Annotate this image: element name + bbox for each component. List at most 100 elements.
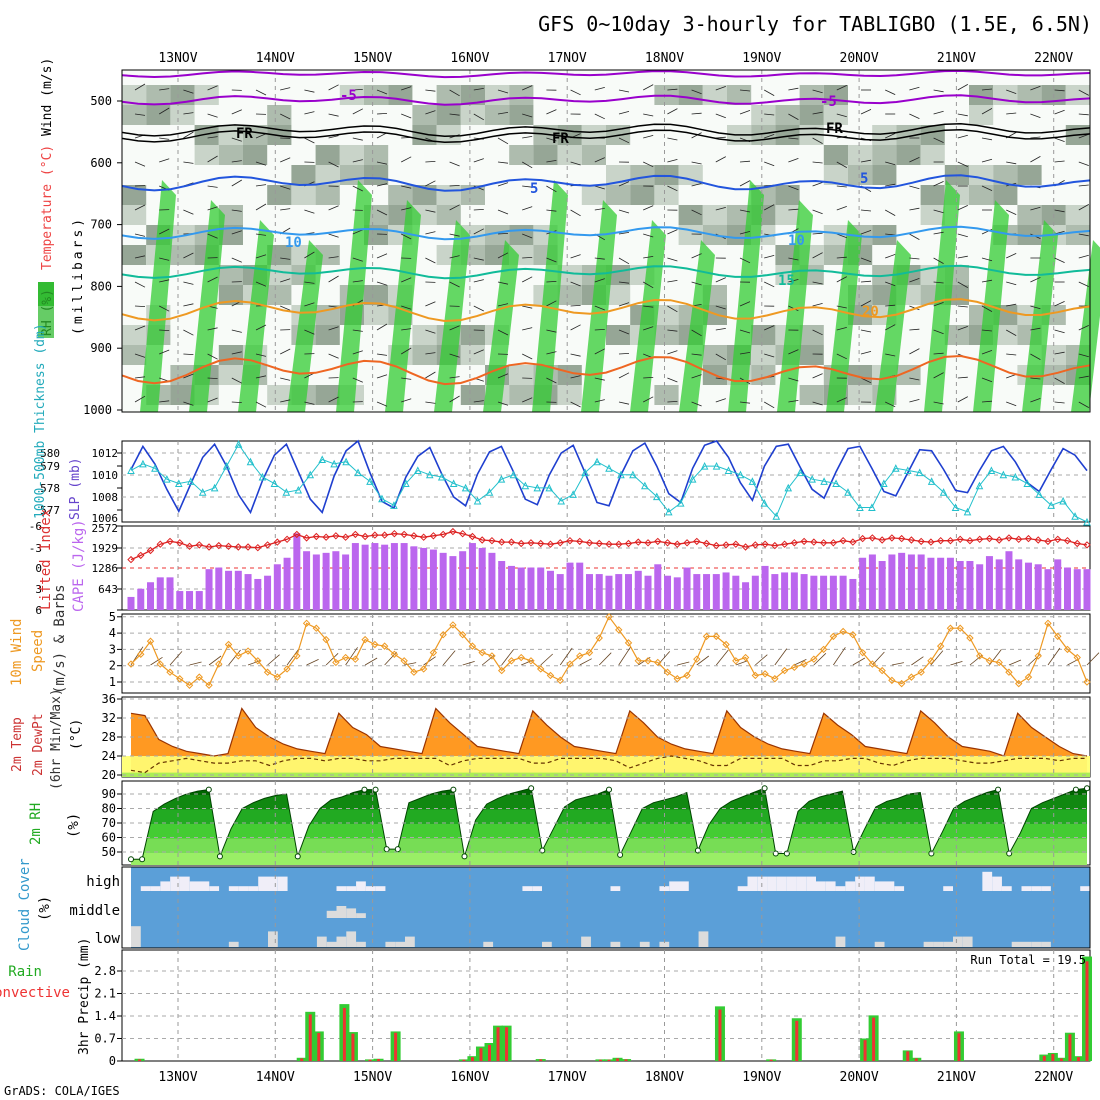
wind-barb [376,113,388,115]
wind-barb [546,185,557,193]
cape-bar [868,554,876,610]
lifted-index-point [127,555,135,564]
temp-label-4: (°C) [69,719,84,750]
lifted-index-point [254,543,262,552]
contour-label: FR [236,126,253,142]
wind-barb [401,156,412,163]
wind-barb [255,161,267,166]
wind-barb [183,89,194,94]
wind-barb [255,324,267,331]
rh-shade [339,145,364,165]
isotherm [121,123,1091,138]
cape-bar [420,547,428,610]
rh-moist-plume [630,220,666,412]
wind-barb [715,156,726,163]
wind-barb [497,233,509,235]
wind-barb [376,323,388,331]
wind-barb [1006,89,1017,94]
wind-barb [667,280,678,283]
cloud-bar [855,876,865,891]
rh-shade [122,345,147,365]
lifted-index-point [654,537,662,546]
thickness-point [521,481,530,490]
date-label-bottom: 21NOV [937,1070,976,1085]
wind-barb [667,329,678,332]
lifted-index-point [195,541,203,549]
rh-moist-plume [434,220,470,412]
wind-barb [643,84,654,91]
rh-shade [654,325,679,345]
wind-barb [159,257,170,261]
lifted-index-point [644,539,652,547]
wind-barb [522,113,533,118]
lifted-index-point [410,532,418,540]
rh-moist-plume [532,180,568,412]
rh-shade [872,125,897,145]
lifted-index-point [1015,535,1023,544]
rh2m-unit: (%) [66,813,82,838]
cloud-bar [395,941,405,947]
thickness-point [1023,479,1032,488]
precip-conv-bar [607,1059,611,1061]
wind-barb [328,326,339,331]
wind-barb-10m [852,657,866,666]
wind-barb [957,134,968,139]
wind-barb [401,185,412,189]
wind-barb [764,353,775,358]
wind-barb [570,209,581,217]
wind-barb [618,372,630,379]
lifted-index-point [849,538,857,546]
wind-barb [304,89,315,93]
cloud-bar [796,876,807,891]
precip-conv-bar [462,1059,466,1061]
contour-label: -5 [340,88,357,104]
wind-barb [933,401,944,405]
thickness-point [796,468,805,477]
cape-bar [722,572,730,610]
rh-shade [896,365,921,385]
rh-shade [509,225,534,245]
cape-bar [917,554,925,610]
thickness-point [354,468,362,477]
wind-barb [304,401,315,405]
wind-barb [1078,353,1089,358]
wind-barb [909,185,920,190]
wind-barb [425,401,436,404]
tick-label: 90 [102,787,116,801]
wind-barb [231,329,242,333]
wind-barb [473,257,484,261]
wind-barb [1078,325,1089,331]
wind-barb [207,136,218,139]
wind-barb-10m [559,647,573,666]
wind-barb [594,305,605,311]
cape-bar [1024,562,1032,610]
cape-bar [703,574,711,610]
thickness-line [130,443,1088,523]
thickness-point [186,477,195,485]
wind-barb [570,281,581,287]
wind-speed-point [741,653,750,662]
wind-barb [207,377,218,379]
isotherm [121,298,1091,323]
wind-barb-10m [930,650,944,666]
rh-shade [557,365,582,385]
cloud-bar [326,941,337,947]
rh-shade [509,85,534,105]
wind-barb-10m [364,657,378,666]
wind-barb [1054,351,1065,355]
thickness-point [748,477,757,485]
wind-barb [957,396,968,403]
wind-barb [183,329,194,336]
wind-barb [667,305,678,313]
cloud-bar [1021,941,1032,947]
thickness-point [139,459,147,468]
wind-barb-10m [715,649,729,666]
thickness-point [306,470,315,479]
wind-barb [764,134,775,139]
lifted-index-point [605,540,613,548]
rh-shade [1041,345,1066,365]
rh-shade [848,385,873,405]
date-label-top: 14NOV [256,51,295,66]
rh-point [372,786,379,793]
cape-bar [556,574,564,610]
